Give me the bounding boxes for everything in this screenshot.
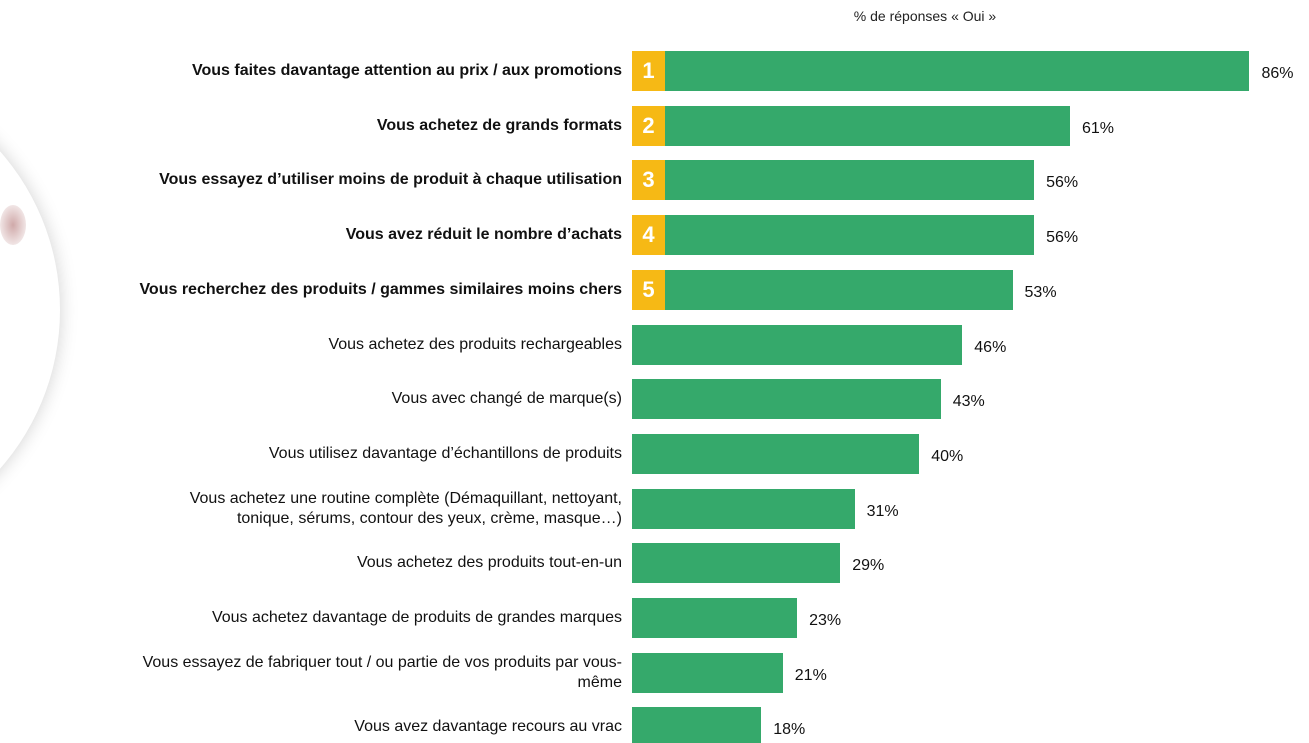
value-label: 86% [1261,65,1294,82]
bar [632,269,1013,310]
value-label: 23% [809,612,842,629]
category-label: Vous achetez de grands formats [376,116,622,134]
bar [632,433,920,474]
rank-badge: 1 [632,51,665,91]
value-label: 53% [1024,283,1057,301]
bar [632,598,798,638]
category-label: Vous achetez davantage de produits de gr… [211,609,622,626]
value-label: 46% [974,338,1007,356]
category-label: Vous achetez une routine complète (Démaq… [189,489,622,527]
category-label: Vous recherchez des produits / gammes si… [139,280,622,298]
value-label: 56% [1046,229,1079,247]
bar [632,707,762,743]
rank-badge: 3 [632,160,665,201]
decoration [0,70,60,550]
rank-badge: 5 [632,269,665,310]
category-label: Vous avez réduit le nombre d’achats [345,226,622,244]
category-label: Vous avez davantage recours au vrac [354,718,622,736]
value-label: 18% [773,721,806,739]
category-label: Vous utilisez davantage d’échantillons d… [268,444,622,462]
value-label: 40% [931,447,964,465]
category-label: Vous achetez des produits rechargeables [328,335,622,353]
bar [632,652,783,693]
value-label: 61% [1081,119,1114,137]
value-label: 31% [866,502,899,520]
category-label: Vous avec changé de marque(s) [391,390,622,408]
chart-title: % de réponses « Oui » [853,8,997,24]
value-label: 29% [852,557,885,575]
category-label: Vous faites davantage attention au prix … [192,62,622,79]
bar [632,543,841,584]
category-label: Vous essayez de fabriquer tout / ou part… [142,653,622,691]
category-label: Vous essayez d’utiliser moins de produit… [159,171,622,189]
category-label: Vous achetez des produits tout-en-un [356,554,622,572]
bar [632,379,941,420]
value-label: 56% [1046,174,1079,192]
bar [632,51,1250,91]
value-label: 43% [952,393,985,411]
decoration [0,205,26,245]
bar [632,215,1035,256]
bar [632,324,963,365]
value-label: 21% [794,666,827,684]
rank-badge: 4 [632,215,665,256]
rank-badge: 2 [632,105,665,146]
bar [632,105,1070,146]
bar [632,160,1035,201]
bar [632,488,855,529]
